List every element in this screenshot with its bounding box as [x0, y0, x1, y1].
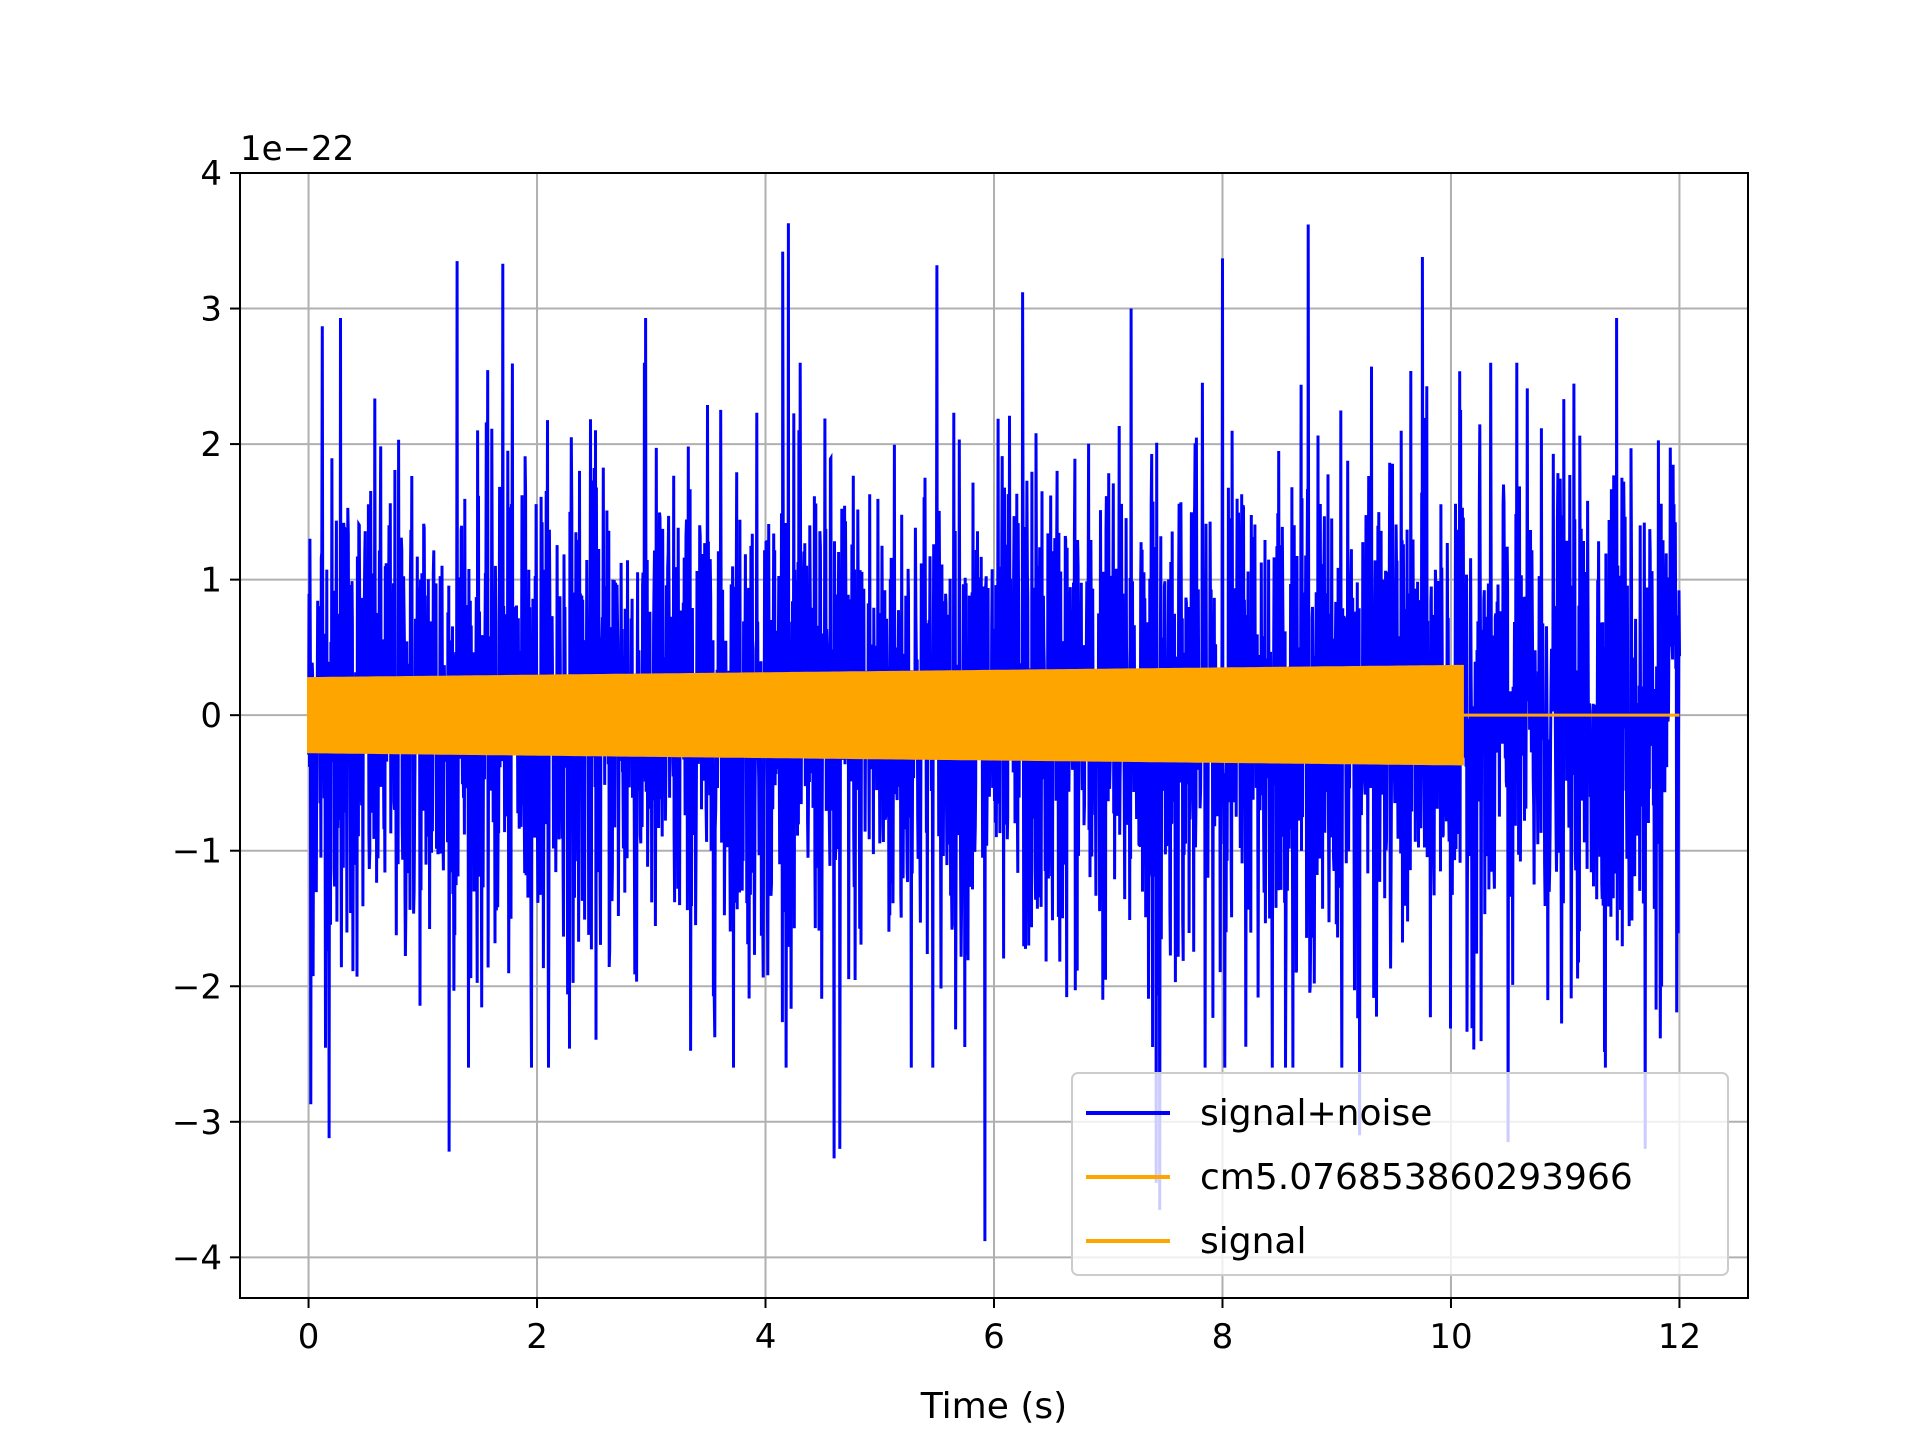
y-tick-label: 2	[200, 425, 222, 465]
legend-box	[1071, 1072, 1729, 1276]
y-tick-label: 1	[200, 561, 222, 601]
y-tick-label: 3	[200, 290, 222, 330]
y-tick-label: −4	[172, 1238, 222, 1278]
x-tick-label: 2	[526, 1317, 548, 1357]
x-axis-label: Time (s)	[920, 1386, 1067, 1427]
x-tick-label: 12	[1658, 1317, 1701, 1357]
legend-entry-label: signal	[1200, 1221, 1307, 1262]
x-tick-label: 8	[1212, 1317, 1234, 1357]
x-tick-label: 4	[755, 1317, 777, 1357]
y-tick-label: −3	[172, 1103, 222, 1143]
y-tick-label: −2	[172, 967, 222, 1007]
x-tick-label: 10	[1429, 1317, 1472, 1357]
y-tick-label: 4	[200, 154, 222, 194]
y-tick-label: −1	[172, 832, 222, 872]
plot-area	[307, 223, 1681, 1242]
y-tick-label: 0	[200, 696, 222, 736]
grid	[240, 172, 1748, 1298]
legend-entry-label: signal+noise	[1200, 1093, 1432, 1134]
legend-entry-label: cm5.076853860293966	[1200, 1157, 1633, 1198]
y-offset-text: 1e−22	[240, 129, 354, 169]
x-tick-label: 0	[298, 1317, 320, 1357]
legend: signal+noise cm5.076853860293966 signal	[1071, 1072, 1729, 1276]
x-tick-label: 6	[983, 1317, 1005, 1357]
series-cm5-band	[307, 664, 1464, 766]
